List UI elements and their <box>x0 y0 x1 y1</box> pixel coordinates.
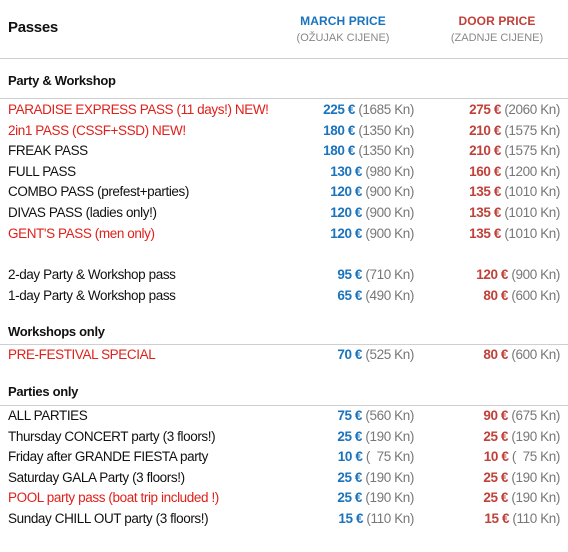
door-price: 135 € (1010 Kn) <box>469 225 560 241</box>
door-price: 25 € (190 Kn) <box>483 490 560 506</box>
door-price: 25 € (190 Kn) <box>483 428 560 444</box>
table-row: Sunday CHILL OUT party (3 floors!) 15 € … <box>0 509 568 530</box>
pass-name: FREAK PASS <box>8 143 88 159</box>
table-row: Friday after GRANDE FIESTA party 10 € ( … <box>0 447 568 468</box>
table-row: PARADISE EXPRESS PASS (11 days!) NEW! 22… <box>0 100 568 121</box>
pass-name: DIVAS PASS (ladies only!) <box>8 204 157 220</box>
section-title-workshops-only: Workshops only <box>0 306 568 346</box>
table-row: FREAK PASS 180 € (1350 Kn) 210 € (1575 K… <box>0 141 568 162</box>
door-price: 210 € (1575 Kn) <box>469 143 560 159</box>
march-price: 180 € (1350 Kn) <box>323 143 414 159</box>
march-price: 15 € (110 Kn) <box>338 510 414 526</box>
march-price: 95 € (710 Kn) <box>337 267 414 283</box>
table-row: POOL party pass (boat trip included !) 2… <box>0 488 568 509</box>
section-title-parties-only: Parties only <box>0 366 568 406</box>
pass-name: 2in1 PASS (CSSF+SSD) NEW! <box>8 122 186 138</box>
march-price: 25 € (190 Kn) <box>337 469 414 485</box>
pass-name: GENT'S PASS (men only) <box>8 225 155 241</box>
door-price: 90 € (675 Kn) <box>483 407 560 423</box>
door-price: 135 € (1010 Kn) <box>469 184 560 200</box>
door-price: 135 € (1010 Kn) <box>469 204 560 220</box>
door-price: 275 € (2060 Kn) <box>469 102 560 117</box>
pass-name: POOL party pass (boat trip included !) <box>8 490 219 506</box>
door-price-label: DOOR PRICE <box>458 14 536 28</box>
march-price-label: MARCH PRICE <box>300 14 386 28</box>
pass-name: PARADISE EXPRESS PASS (11 days!) NEW! <box>8 102 269 117</box>
pass-name: 1-day Party & Workshop pass <box>8 287 176 303</box>
table-row: 2in1 PASS (CSSF+SSD) NEW! 180 € (1350 Kn… <box>0 121 568 142</box>
door-price: 15 € (110 Kn) <box>484 510 560 526</box>
table-row: PRE-FESTIVAL SPECIAL 70 € (525 Kn) 80 € … <box>0 345 568 366</box>
pass-name: COMBO PASS (prefest+parties) <box>8 184 189 200</box>
pass-name: FULL PASS <box>8 163 76 179</box>
march-price: 70 € (525 Kn) <box>337 347 414 363</box>
march-price: 75 € (560 Kn) <box>337 407 414 423</box>
door-price: 210 € (1575 Kn) <box>469 122 560 138</box>
table-row: 2-day Party & Workshop pass 95 € (710 Kn… <box>0 265 568 286</box>
table-header: Passes MARCH PRICE (OŽUJAK CIJENE) DOOR … <box>0 0 568 59</box>
march-price: 120 € (900 Kn) <box>330 184 414 200</box>
pass-name: 2-day Party & Workshop pass <box>8 267 176 283</box>
march-price: 120 € (900 Kn) <box>330 225 414 241</box>
pass-name: Friday after GRANDE FIESTA party <box>8 449 209 465</box>
march-price: 25 € (190 Kn) <box>337 428 414 444</box>
door-price-sublabel: (ZADNJE CIJENE) <box>450 32 544 44</box>
march-price: 10 € ( 75 Kn) <box>337 449 415 465</box>
door-price: 160 € (1200 Kn) <box>469 163 560 179</box>
march-price: 130 € (980 Kn) <box>330 163 414 179</box>
table-row: COMBO PASS (prefest+parties) 120 € (900 … <box>0 182 568 203</box>
march-price: 225 € (1685 Kn) <box>323 102 414 117</box>
door-price: 80 € (600 Kn) <box>483 347 560 363</box>
march-price-sublabel: (OŽUJAK CIJENE) <box>296 32 390 44</box>
table-row: Saturday GALA Party (3 floors!) 25 € (19… <box>0 468 568 489</box>
march-price-column-header: MARCH PRICE (OŽUJAK CIJENE) <box>268 13 418 47</box>
door-price: 25 € (190 Kn) <box>483 469 560 485</box>
march-price: 180 € (1350 Kn) <box>323 122 414 138</box>
pass-name: Sunday CHILL OUT party (3 floors!) <box>8 510 209 526</box>
section-title-party-workshop: Party & Workshop <box>0 59 568 99</box>
march-price: 65 € (490 Kn) <box>337 287 414 303</box>
table-row: DIVAS PASS (ladies only!) 120 € (900 Kn)… <box>0 203 568 224</box>
march-price: 120 € (900 Kn) <box>330 204 414 220</box>
pass-name: PRE-FESTIVAL SPECIAL <box>8 347 156 363</box>
table-row: Thursday CONCERT party (3 floors!) 25 € … <box>0 427 568 448</box>
door-price: 120 € (900 Kn) <box>476 267 560 283</box>
door-price: 10 € ( 75 Kn) <box>483 449 561 465</box>
table-row: GENT'S PASS (men only) 120 € (900 Kn) 13… <box>0 224 568 245</box>
pass-name: ALL PARTIES <box>8 407 88 423</box>
pass-name: Saturday GALA Party (3 floors!) <box>8 469 185 485</box>
table-row: 1-day Party & Workshop pass 65 € (490 Kn… <box>0 286 568 307</box>
price-table: Passes MARCH PRICE (OŽUJAK CIJENE) DOOR … <box>0 0 568 530</box>
door-price: 80 € (600 Kn) <box>483 287 560 303</box>
march-price: 25 € (190 Kn) <box>337 490 414 506</box>
table-row: FULL PASS 130 € (980 Kn) 160 € (1200 Kn) <box>0 162 568 183</box>
table-row: ALL PARTIES 75 € (560 Kn) 90 € (675 Kn) <box>0 406 568 427</box>
pass-name: Thursday CONCERT party (3 floors!) <box>8 428 216 444</box>
door-price-column-header: DOOR PRICE (ZADNJE CIJENE) <box>422 13 568 47</box>
page-title: Passes <box>8 19 58 36</box>
